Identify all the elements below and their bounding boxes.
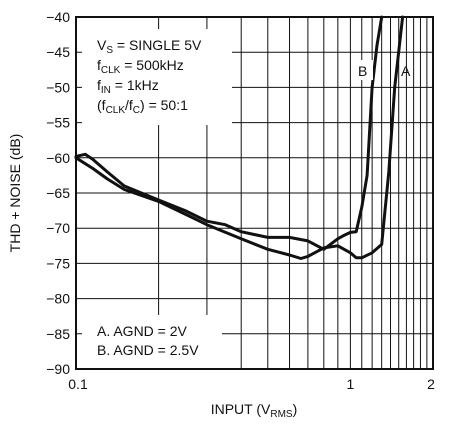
curve-label-a: A — [401, 63, 411, 79]
y-tick-label: −80 — [46, 291, 70, 307]
y-tick-label: −90 — [46, 361, 70, 377]
y-tick-label: −85 — [46, 326, 70, 342]
y-tick-label: −70 — [46, 220, 70, 236]
y-tick-label: −60 — [46, 150, 70, 166]
y-tick-label: −50 — [46, 79, 70, 95]
x-axis-title: INPUT (VRMS) — [211, 401, 298, 420]
notes-box — [82, 315, 222, 370]
x-tick-labels: 0.1 1 2 — [68, 376, 435, 392]
y-tick-labels: −90 −85 −80 −75 −70 −65 −60 −55 −50 −45 −40 — [46, 9, 70, 377]
y-tick-label: −40 — [46, 9, 70, 25]
y-tick-label: −65 — [46, 185, 70, 201]
y-tick-label: −55 — [46, 115, 70, 131]
condition-line: VS = SINGLE 5V — [97, 37, 202, 56]
x-tick-label: 2 — [427, 376, 435, 392]
series-line-a — [74, 15, 405, 260]
y-axis-title: THD + NOISE (dB) — [7, 134, 23, 253]
note-line: B. AGND = 2.5V — [97, 342, 199, 358]
condition-line: fCLK = 500kHz — [97, 57, 184, 76]
series-line-b — [74, 15, 384, 251]
curves — [74, 15, 405, 260]
x-tick-label: 1 — [346, 376, 354, 392]
y-tick-label: −75 — [46, 255, 70, 271]
notes-text: A. AGND = 2V B. AGND = 2.5V — [97, 323, 199, 358]
y-tick-label: −45 — [46, 44, 70, 60]
condition-line: fIN = 1kHz — [97, 77, 159, 96]
x-tick-label: 0.1 — [68, 376, 88, 392]
curve-label-b-bg — [355, 60, 373, 80]
condition-line: (fCLK/fC) = 50:1 — [97, 97, 188, 116]
note-line: A. AGND = 2V — [97, 323, 188, 339]
conditions-box — [82, 29, 232, 125]
plot-frame — [75, 16, 434, 370]
curve-label-b: B — [358, 63, 367, 79]
